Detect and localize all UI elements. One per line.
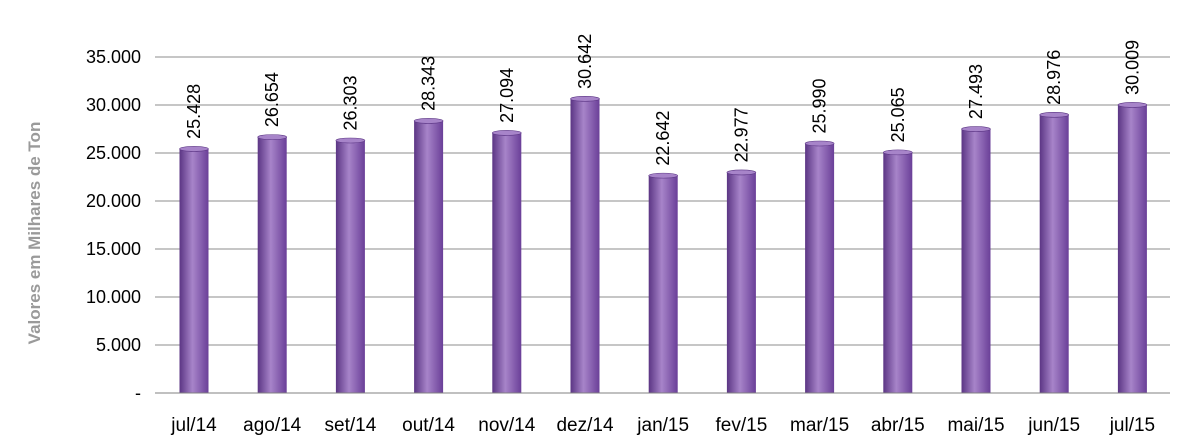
bar-top-cap — [1039, 112, 1069, 118]
bar — [335, 140, 365, 393]
bar — [726, 172, 756, 393]
x-tick-label: jun/15 — [1027, 415, 1080, 436]
y-tick-label: 35.000 — [86, 47, 141, 67]
y-tick-label: 15.000 — [86, 239, 141, 259]
data-label: 30.009 — [1122, 40, 1142, 95]
y-tick-label: 5.000 — [96, 335, 141, 355]
data-label: 27.493 — [966, 64, 986, 119]
x-tick-label: out/14 — [402, 415, 455, 436]
bar — [414, 120, 444, 394]
bar — [179, 148, 209, 393]
x-tick-label: jan/15 — [636, 415, 689, 436]
x-tick-label: mar/15 — [790, 415, 849, 436]
x-tick-label: mai/15 — [947, 415, 1004, 436]
bar — [805, 143, 835, 393]
y-axis-label: Valores em Milhares de Ton — [25, 122, 44, 345]
data-label: 22.977 — [731, 107, 751, 162]
bar — [257, 137, 287, 393]
y-tick-label: 10.000 — [86, 287, 141, 307]
bar — [648, 175, 678, 393]
x-tick-label: ago/14 — [243, 415, 302, 436]
x-tick-label: jul/15 — [1109, 415, 1155, 436]
data-label: 30.642 — [575, 34, 595, 89]
bar-top-cap — [413, 118, 444, 124]
bar-top-cap — [335, 137, 366, 144]
bar — [570, 98, 600, 394]
bar-top-cap — [648, 172, 679, 179]
data-label: 22.642 — [653, 111, 673, 166]
bar-top-cap — [570, 96, 600, 102]
x-tick-label: dez/14 — [556, 415, 613, 436]
bar-top-cap — [882, 149, 913, 156]
data-label: 25.428 — [184, 84, 204, 139]
bar — [1117, 104, 1147, 393]
x-tick-labels: jul/14 ago/14 set/14 out/14 nov/14 dez/14 jan/… — [170, 415, 1155, 436]
data-label: 26.303 — [340, 75, 360, 130]
x-tick-label: abr/15 — [871, 415, 925, 436]
x-tick-label: jul/14 — [170, 415, 217, 436]
y-tick-label: - — [135, 383, 141, 403]
bar-top-cap — [257, 134, 288, 140]
x-tick-label: fev/15 — [716, 415, 768, 436]
bar-top-cap — [804, 140, 835, 147]
x-tick-label: nov/14 — [478, 415, 535, 436]
bar-top-cap — [1117, 102, 1148, 108]
y-tick-label: 20.000 — [86, 191, 141, 211]
data-label: 25.990 — [810, 78, 830, 133]
data-label: 28.976 — [1044, 50, 1064, 105]
data-label: 28.343 — [419, 56, 439, 111]
bar — [961, 129, 991, 393]
x-tick-label: set/14 — [325, 415, 377, 436]
data-labels: 25.428 26.654 26.303 28.343 27.094 30.642 22.6… — [184, 34, 1142, 166]
y-tick-labels: - 5.000 10.000 15.000 20.000 25.000 30.000 35.0… — [86, 47, 141, 403]
data-label: 27.094 — [497, 68, 517, 123]
y-tick-label: 30.000 — [86, 95, 141, 115]
data-label: 25.065 — [888, 87, 908, 142]
bars — [179, 96, 1148, 394]
bar — [492, 132, 522, 394]
bar — [1039, 114, 1069, 394]
data-label: 26.654 — [262, 72, 282, 127]
y-tick-label: 25.000 — [86, 143, 141, 163]
bar-top-cap — [726, 169, 757, 176]
bar-top-cap — [179, 146, 209, 152]
bar-top-cap — [491, 130, 522, 136]
bar-top-cap — [961, 126, 991, 132]
bar — [883, 152, 913, 393]
